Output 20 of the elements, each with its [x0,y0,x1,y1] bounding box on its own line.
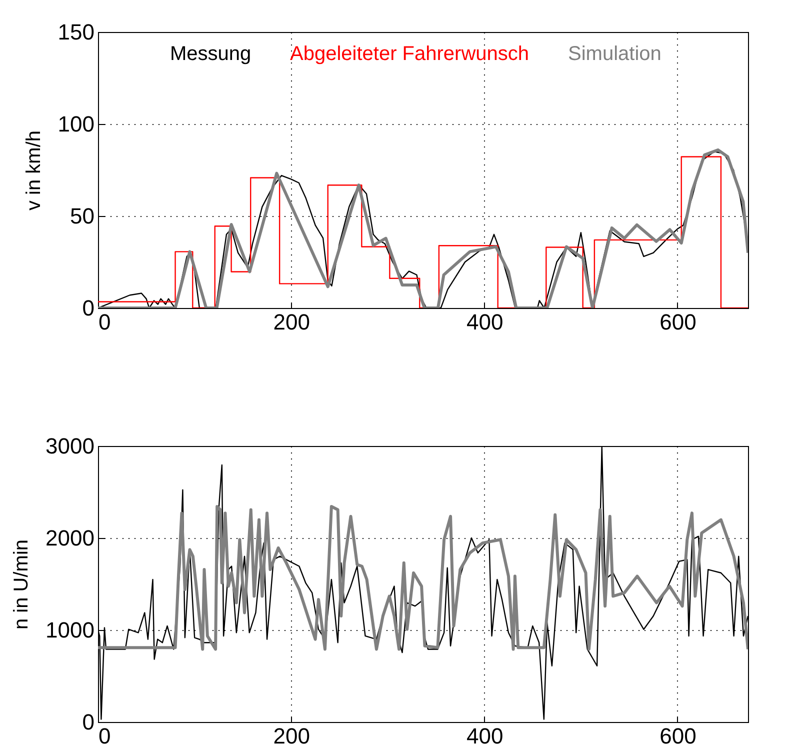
y-tick-label: 2000 [46,526,94,550]
x-tick-label: 400 [466,310,504,334]
x-tick-label: 200 [273,724,310,748]
y-tick-label: 100 [58,112,94,136]
x-tick-label: 0 [98,724,111,748]
x-tick-label: 0 [98,310,111,334]
text: Simulation [568,43,662,65]
y-tick-label: 150 [58,20,94,44]
x-tick-label: 400 [466,724,504,748]
y-tick-label: 3000 [46,434,94,458]
text: Abgeleiteter Fahrerwunsch [290,43,530,65]
text: Messung [170,43,252,65]
x-tick-label: 200 [273,310,310,334]
y-tick-label: 50 [70,204,94,228]
line-series [98,504,748,651]
x-tick-label: 600 [660,724,696,748]
y-axis-title: n in U/min [10,539,33,630]
x-tick-label: 600 [660,310,696,334]
y-axis-title: v in km/h [22,130,45,211]
y-tick-label: 1000 [46,618,94,642]
